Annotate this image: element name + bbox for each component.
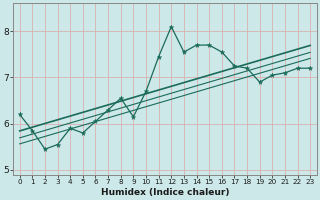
- X-axis label: Humidex (Indice chaleur): Humidex (Indice chaleur): [101, 188, 229, 197]
